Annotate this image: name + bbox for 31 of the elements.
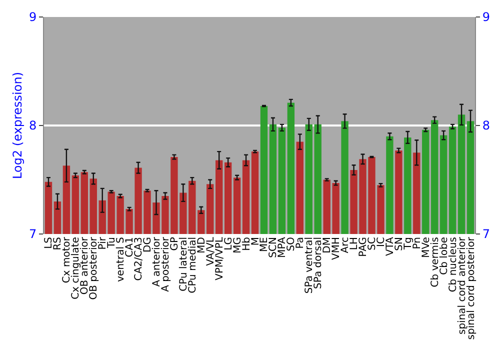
x-tick-label: VTA bbox=[384, 236, 396, 256]
x-tick-label: OB posterior bbox=[88, 236, 100, 300]
y-axis-title: Log2 (expression) bbox=[10, 72, 24, 179]
x-tick-label: spinal cord anterior bbox=[456, 236, 468, 334]
x-tick-label: Hb bbox=[241, 237, 252, 251]
x-tick-label: CPu medial bbox=[187, 237, 198, 294]
y2-tick-label: 8 bbox=[482, 118, 490, 133]
x-tick-label: Tg bbox=[402, 237, 414, 250]
x-tick-label: IC bbox=[376, 236, 387, 247]
x-tick-label: VA/VL bbox=[205, 236, 216, 266]
x-tick-label: GP bbox=[169, 237, 180, 251]
x-tick-label: SC bbox=[366, 236, 378, 250]
x-tick-label: A posterior bbox=[160, 236, 172, 292]
y-tick-label: 7 bbox=[28, 227, 37, 242]
y-tick-label: 9 bbox=[28, 10, 37, 24]
x-tick-label: Cb nucleus bbox=[448, 237, 459, 292]
x-tick-label: Pa bbox=[295, 237, 306, 249]
x-tick-label: spinal cord posterior bbox=[466, 236, 477, 340]
x-tick-label: MD bbox=[196, 236, 208, 254]
x-tick-label: A anterior bbox=[151, 236, 162, 287]
x-tick-label: SN bbox=[394, 237, 405, 251]
x-tick-label: LG bbox=[223, 237, 234, 250]
y2-tick-label: 7 bbox=[482, 227, 490, 242]
x-tick-label: Pn bbox=[412, 237, 423, 250]
x-tick-label: Cb lobe bbox=[438, 237, 450, 275]
x-tick-label: VPM/VPL bbox=[214, 236, 226, 280]
y-tick-label: 8 bbox=[28, 118, 37, 133]
x-tick-label: RS bbox=[52, 237, 64, 250]
x-tick-label: MVe bbox=[420, 237, 432, 258]
y2-tick-label: 9 bbox=[482, 10, 490, 24]
x-tick-label: DG bbox=[142, 237, 154, 252]
